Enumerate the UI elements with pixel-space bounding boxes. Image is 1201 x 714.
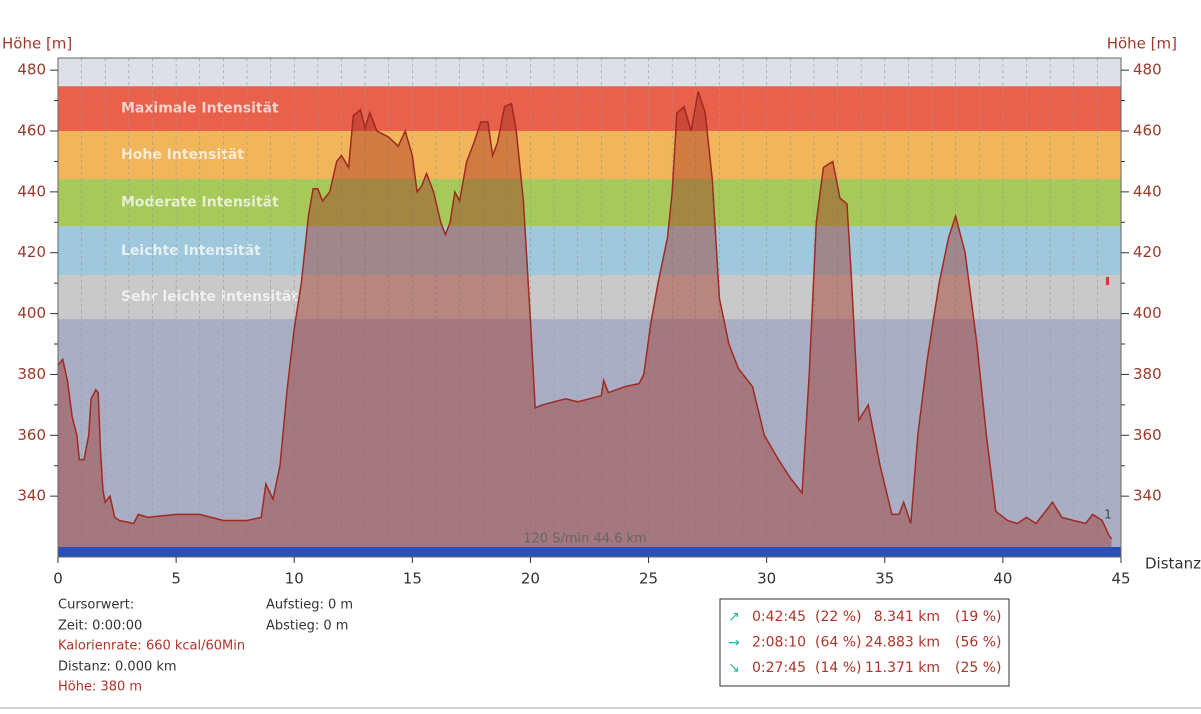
x-tick-label: 0 bbox=[53, 570, 63, 588]
zone bbox=[58, 86, 1121, 132]
y-tick-label: 380 bbox=[17, 365, 46, 383]
x-axis-label: Distanz [km] bbox=[1145, 555, 1201, 573]
x-tick-label: 20 bbox=[521, 570, 540, 588]
x-tick-label: 25 bbox=[639, 570, 658, 588]
stats-box: ↗ → ↘ 0:42:45 (22 %) 8.341 km (19 %) 2:08:10… bbox=[719, 598, 1010, 687]
info-height: Höhe: 380 m bbox=[58, 680, 142, 695]
y2-tick-label: 380 bbox=[1133, 365, 1162, 383]
info-distance: Distanz: 0.000 km bbox=[58, 660, 177, 675]
stats-cell: 24.883 km bbox=[865, 635, 940, 651]
zone bbox=[58, 179, 1121, 227]
y2-tick-label: 440 bbox=[1133, 182, 1162, 200]
zone-label: Hohe Intensität bbox=[121, 147, 244, 163]
info-calories: Kalorienrate: 660 kcal/60Min bbox=[58, 639, 245, 654]
stats-cell: 0:27:45 bbox=[752, 660, 806, 676]
zone-label: Leichte Intensität bbox=[121, 243, 261, 259]
zone bbox=[58, 131, 1121, 180]
y-tick-label: 400 bbox=[17, 304, 46, 322]
x-tick-label: 30 bbox=[757, 570, 776, 588]
stats-cell: 0:42:45 bbox=[752, 609, 806, 625]
stats-cell: (19 %) bbox=[955, 609, 1002, 625]
progress-bar bbox=[58, 547, 1121, 557]
up-icon: ↗ bbox=[728, 609, 740, 625]
flat-icon: → bbox=[728, 635, 740, 651]
elevation-area bbox=[58, 91, 1112, 547]
x-tick-label: 15 bbox=[403, 570, 422, 588]
stats-cell: (64 %) bbox=[815, 635, 862, 651]
y2-tick-label: 340 bbox=[1133, 487, 1162, 505]
stats-cell: 8.341 km bbox=[874, 609, 940, 625]
elevation-line bbox=[57, 91, 1113, 540]
stats-cell: (56 %) bbox=[955, 635, 1002, 651]
zone bbox=[58, 226, 1121, 276]
y-tick-label: 440 bbox=[17, 182, 46, 200]
down-icon: ↘ bbox=[728, 660, 740, 676]
x-tick-label: 5 bbox=[171, 570, 181, 588]
stats-cell: (14 %) bbox=[815, 660, 862, 676]
info-ascent: Aufstieg: 0 m bbox=[266, 598, 353, 613]
zone-label: Sehr leichte Intensität bbox=[121, 289, 298, 305]
low-zone bbox=[58, 319, 1121, 557]
y-tick-label: 480 bbox=[17, 61, 46, 79]
stats-cell: (25 %) bbox=[955, 660, 1002, 676]
zone-label: Moderate Intensität bbox=[121, 195, 279, 211]
info-title: Cursorwert: bbox=[58, 598, 134, 613]
x-tick-label: 45 bbox=[1111, 570, 1130, 588]
y2-tick-label: 360 bbox=[1133, 426, 1162, 444]
y2-tick-label: 400 bbox=[1133, 304, 1162, 322]
y-tick-label: 340 bbox=[17, 487, 46, 505]
info-panel: Cursorwert: Zeit: 0:00:00 Kalorienrate: … bbox=[58, 598, 353, 695]
marker bbox=[1106, 277, 1109, 285]
stats-frame bbox=[719, 598, 1010, 687]
zone bbox=[58, 275, 1121, 320]
y-tick-label: 460 bbox=[17, 122, 46, 140]
y2-tick-label: 480 bbox=[1133, 61, 1162, 79]
x-tick-label: 10 bbox=[285, 570, 304, 588]
y2-tick-label: 460 bbox=[1133, 122, 1162, 140]
y-tick-label: 420 bbox=[17, 243, 46, 261]
y2-tick-label: 420 bbox=[1133, 243, 1162, 261]
plot-frame bbox=[57, 57, 1122, 558]
annotation: 120 S/min 44.6 km bbox=[523, 532, 647, 547]
y-tick-label: 360 bbox=[17, 426, 46, 444]
x-tick-label: 35 bbox=[875, 570, 894, 588]
stats-cell: 11.371 km bbox=[865, 660, 940, 676]
stats-cell: 2:08:10 bbox=[752, 635, 806, 651]
marker-label: 1 bbox=[1104, 508, 1112, 522]
y2-axis-label: Höhe [m] bbox=[1107, 35, 1177, 53]
x-tick-label: 40 bbox=[993, 570, 1012, 588]
info-descent: Abstieg: 0 m bbox=[266, 619, 348, 634]
info-time: Zeit: 0:00:00 bbox=[58, 619, 142, 634]
y-axis-label: Höhe [m] bbox=[2, 35, 72, 53]
stats-cell: (22 %) bbox=[815, 609, 862, 625]
